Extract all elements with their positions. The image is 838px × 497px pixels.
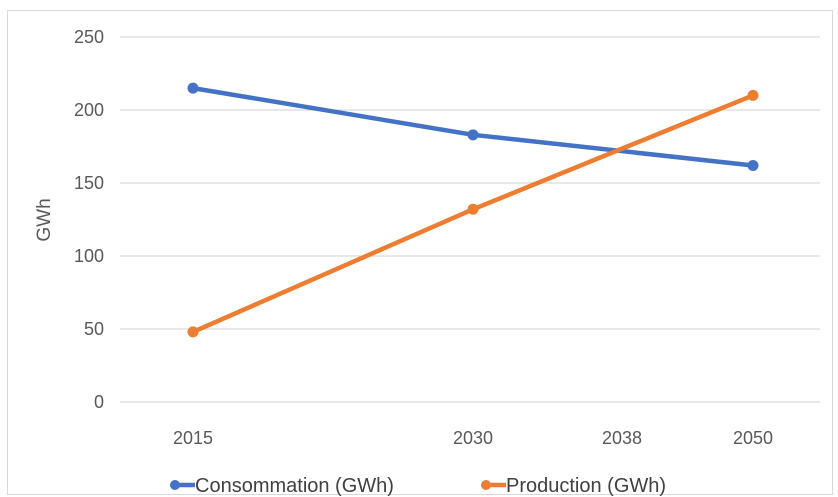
y-axis-title: GWh: [34, 198, 55, 241]
legend-label: Production (GWh): [506, 475, 666, 497]
x-tick-label: 2038: [602, 428, 642, 448]
data-point: [467, 129, 479, 141]
y-tick-label: 250: [74, 27, 104, 47]
data-point: [747, 89, 759, 101]
y-axis-ticks: 0 50 100 150 200 250: [74, 27, 104, 412]
x-tick-label: 2015: [173, 428, 213, 448]
x-tick-label: 2030: [453, 428, 493, 448]
legend-label: Consommation (GWh): [195, 475, 394, 497]
data-point: [747, 159, 759, 171]
legend-marker: [170, 480, 180, 490]
y-tick-label: 0: [94, 392, 104, 412]
series-line-0: [192, 85, 754, 168]
data-point: [467, 203, 479, 215]
y-tick-label: 50: [84, 319, 104, 339]
series-group: [187, 82, 759, 338]
data-point: [187, 326, 199, 338]
chart-frame: [7, 10, 833, 495]
y-tick-label: 100: [74, 246, 104, 266]
legend-marker: [481, 480, 491, 490]
legend: Consommation (GWh) Production (GWh): [170, 475, 666, 497]
gridlines: [120, 36, 820, 403]
x-tick-label: 2050: [733, 428, 773, 448]
data-point: [187, 82, 199, 94]
y-tick-label: 200: [74, 100, 104, 120]
x-axis-ticks: 2015 2030 2038 2050: [173, 428, 773, 448]
y-tick-label: 150: [74, 173, 104, 193]
